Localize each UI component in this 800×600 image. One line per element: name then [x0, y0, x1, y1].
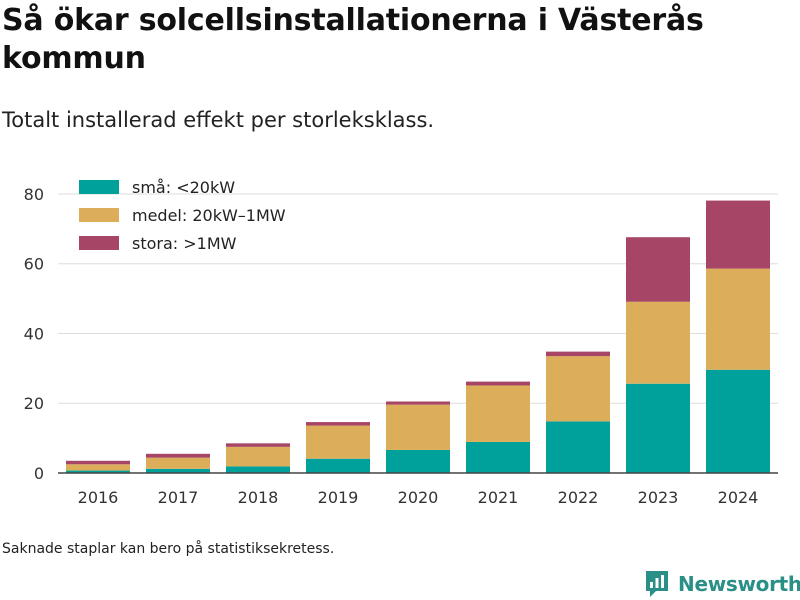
bar-segment — [306, 422, 370, 426]
bar-segment — [226, 446, 290, 467]
bar-segment — [226, 443, 290, 447]
x-tick-label: 2023 — [638, 488, 679, 507]
legend-swatch — [79, 180, 119, 194]
bar-segment — [626, 301, 690, 384]
chart-subtitle: Totalt installerad effekt per storlekskl… — [2, 108, 435, 132]
y-tick-label: 60 — [24, 255, 44, 274]
x-tick-label: 2021 — [478, 488, 519, 507]
bar-segment — [66, 464, 130, 471]
legend-label: små: <20kW — [132, 178, 235, 197]
bar-segment — [546, 356, 610, 422]
bar-segment — [626, 237, 690, 302]
legend-label: stora: >1MW — [132, 234, 237, 253]
bar-segment — [466, 441, 530, 473]
bar-segment — [386, 449, 450, 473]
bars — [66, 200, 770, 473]
bar-segment — [386, 404, 450, 450]
bar-segment — [546, 421, 610, 473]
x-tick-label: 2017 — [158, 488, 199, 507]
legend-label: medel: 20kW–1MW — [132, 206, 286, 225]
stacked-bar-chart: 0 20 40 60 80 2016 2017 2018 2019 2020 2021 2022 202… — [24, 178, 778, 507]
x-tick-label: 2016 — [78, 488, 119, 507]
bar-segment — [146, 457, 210, 469]
bar-segment — [706, 200, 770, 269]
bar-segment — [306, 425, 370, 459]
axes: 0 20 40 60 80 2016 2017 2018 2019 2020 2021 2022 202… — [24, 185, 778, 507]
bar-segment — [706, 369, 770, 473]
bar-segment — [466, 385, 530, 442]
chart-title: Så ökar solcellsinstallationerna i Väste… — [2, 3, 704, 76]
bar-segment — [706, 268, 770, 370]
bar-segment — [226, 466, 290, 473]
bar-segment — [66, 460, 130, 465]
y-tick-label: 80 — [24, 185, 44, 204]
x-tick-label: 2020 — [398, 488, 439, 507]
x-tick-label: 2019 — [318, 488, 359, 507]
y-tick-label: 0 — [34, 464, 44, 483]
brand-name: Newsworthy — [678, 572, 800, 596]
bar-segment — [306, 458, 370, 473]
x-tick-label: 2024 — [718, 488, 759, 507]
brand-logo: Newsworthy — [644, 568, 800, 600]
newsworthy-logo-icon — [646, 571, 668, 597]
x-tick-label: 2022 — [558, 488, 599, 507]
bar-segment — [386, 401, 450, 405]
y-tick-label: 20 — [24, 394, 44, 413]
bar-segment — [146, 468, 210, 473]
bar-segment — [626, 383, 690, 473]
legend-swatch — [79, 208, 119, 222]
legend: små: <20kW medel: 20kW–1MW stora: >1MW — [79, 178, 286, 253]
y-tick-label: 40 — [24, 324, 44, 343]
legend-swatch — [79, 236, 119, 250]
x-tick-label: 2018 — [238, 488, 279, 507]
footnote: Saknade staplar kan bero på statistiksek… — [2, 541, 335, 557]
bar-segment — [66, 470, 130, 473]
bar-segment — [146, 453, 210, 458]
bar-segment — [466, 381, 530, 386]
bar-segment — [546, 351, 610, 357]
